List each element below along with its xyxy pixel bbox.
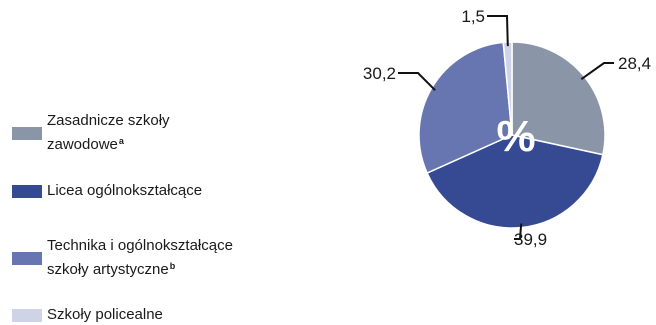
legend-item-technika: Technika i ogólnokształcące szkoły artys…	[12, 236, 233, 280]
legend-swatch-policealne	[12, 308, 42, 322]
legend-swatch-zasadnicze	[12, 126, 42, 140]
legend-item-zasadnicze: Zasadnicze szkoły zawodowea	[12, 111, 170, 155]
legend-label-line2: szkoły artystyczne	[47, 261, 169, 278]
leader-line-technika	[398, 72, 436, 91]
legend-label-line1: Licea ogólnokształcące	[47, 182, 203, 199]
legend-label-line2: zawodowe	[47, 136, 118, 153]
legend-label-licea: Licea ogólnokształcące	[47, 181, 202, 201]
legend-swatch-technika	[12, 251, 42, 265]
pie-slice-licea	[426, 134, 604, 229]
leader-lines	[398, 15, 614, 240]
pie-slice-policealne	[502, 41, 513, 136]
chart-legend: Zasadnicze szkoły zawodowea Licea ogólno…	[0, 0, 300, 325]
value-label-technika: 30,2	[363, 64, 396, 83]
legend-label-line1: Technika i ogólnokształcące	[47, 237, 233, 254]
legend-label-policealne: Szkoły policealne	[47, 305, 163, 325]
legend-item-policealne: Szkoły policealne	[12, 305, 163, 325]
value-labels: 28,4 39,9 30,2 1,5	[363, 7, 651, 249]
legend-label-line1: Szkoły policealne	[47, 306, 163, 323]
leader-line-licea	[514, 223, 523, 240]
leader-line-zasadnicze	[580, 62, 614, 80]
value-label-licea: 39,9	[514, 230, 547, 249]
legend-item-licea: Licea ogólnokształcące	[12, 181, 202, 201]
pie-slices	[418, 41, 606, 229]
footnote-mark: b	[169, 261, 176, 271]
pie-slice-technika	[418, 41, 513, 174]
pie-slice-zasadnicze	[511, 41, 606, 156]
center-percent-label: %	[496, 112, 535, 161]
legend-label-zasadnicze: Zasadnicze szkoły zawodowea	[47, 111, 170, 155]
leader-line-policealne	[487, 15, 509, 47]
footnote-mark: a	[118, 136, 124, 146]
value-label-policealne: 1,5	[461, 7, 485, 26]
legend-label-technika: Technika i ogólnokształcące szkoły artys…	[47, 236, 233, 280]
legend-label-line1: Zasadnicze szkoły	[47, 112, 170, 129]
legend-swatch-licea	[12, 184, 42, 198]
value-label-zasadnicze: 28,4	[618, 54, 651, 73]
